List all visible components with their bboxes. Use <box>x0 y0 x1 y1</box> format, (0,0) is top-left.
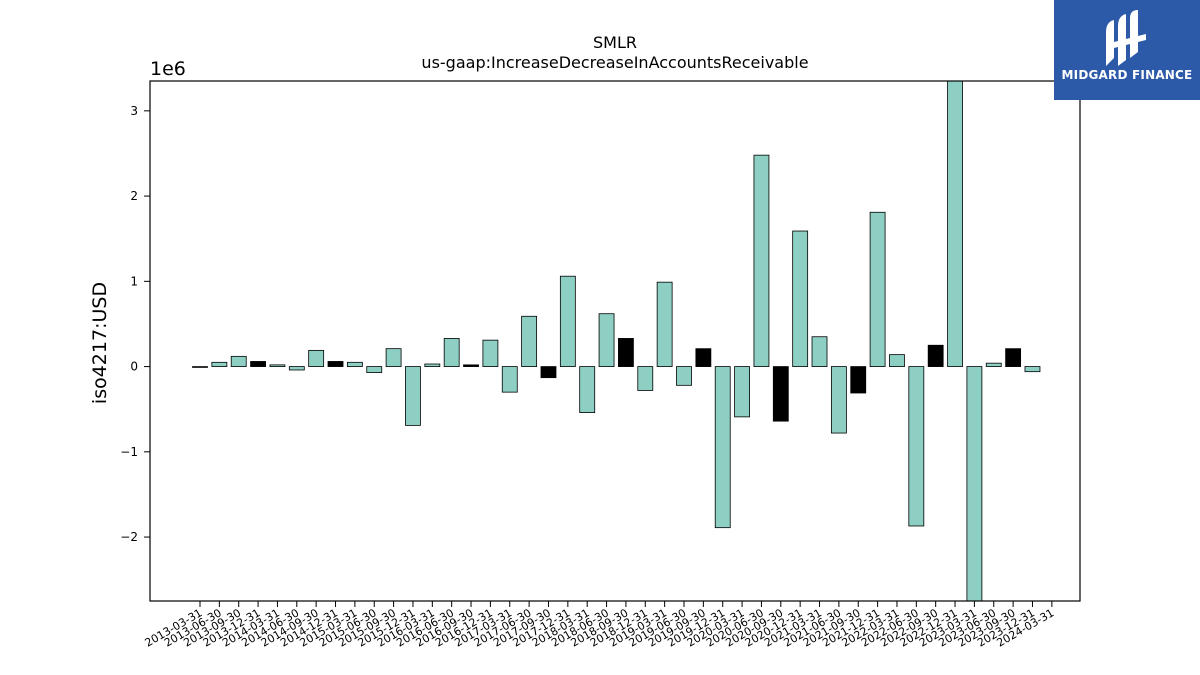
bar-2014-12-31 <box>327 361 344 367</box>
bar-2020-06-30 <box>753 154 770 367</box>
bar-2016-12-31 <box>482 339 499 367</box>
bar-2017-12-31 <box>559 275 576 367</box>
bar-2014-03-31 <box>269 364 286 367</box>
bar-2019-09-30 <box>695 348 712 367</box>
bar-2018-03-31 <box>579 366 596 414</box>
bar-2020-12-31 <box>792 230 809 367</box>
midgard-logo-text: MIDGARD FINANCE <box>1061 68 1193 82</box>
chart-title: SMLR <box>593 33 637 52</box>
y-axis-label: iso4217:USD <box>89 282 111 404</box>
y-tick-label: 2 <box>130 189 138 203</box>
bar-2022-03-31 <box>889 354 905 367</box>
bar-2013-12-31 <box>250 361 266 367</box>
bar-2014-09-30 <box>308 349 325 367</box>
bar-2023-03-31 <box>966 366 983 602</box>
plot-area-frame <box>149 80 1081 602</box>
bar-2019-12-31 <box>714 366 731 529</box>
bar-2020-09-30 <box>772 366 789 422</box>
bar-2015-09-30 <box>385 348 402 367</box>
bar-2017-06-30 <box>521 315 538 367</box>
bar-2023-12-31 <box>1024 366 1041 373</box>
bar-2021-12-31 <box>869 211 886 367</box>
bar-2013-03-31 <box>192 366 208 368</box>
bar-2017-09-30 <box>540 366 557 379</box>
chart-subtitle: us-gaap:IncreaseDecreaseInAccountsReceiv… <box>421 53 808 72</box>
bar-2013-06-30 <box>211 361 228 367</box>
bar-2015-03-31 <box>346 361 363 367</box>
bar-2016-06-30 <box>443 338 460 367</box>
bars-layer <box>192 80 1041 602</box>
bar-2015-06-30 <box>366 366 383 373</box>
bar-2023-09-30 <box>1005 348 1022 367</box>
y-axis-ticks: −2 −1 0 1 2 3 <box>120 104 150 544</box>
bar-2018-06-30 <box>598 313 615 367</box>
midgard-logo-icon <box>1106 10 1146 66</box>
bar-2021-06-30 <box>830 366 847 434</box>
bar-2017-03-31 <box>501 366 518 393</box>
bar-2013-09-30 <box>230 355 247 367</box>
bar-2018-12-31 <box>637 366 654 391</box>
y-axis-multiplier: 1e6 <box>150 58 186 80</box>
bar-2022-12-31 <box>947 80 963 367</box>
bar-2022-06-30 <box>908 366 925 527</box>
bar-2019-06-30 <box>676 366 692 386</box>
y-tick-label: −1 <box>120 445 138 459</box>
y-tick-label: 0 <box>130 360 138 374</box>
bar-2022-09-30 <box>927 344 944 367</box>
y-tick-label: 1 <box>130 274 138 288</box>
bar-2015-12-31 <box>405 366 421 426</box>
bar-2021-09-30 <box>850 366 867 394</box>
midgard-logo-badge: MIDGARD FINANCE <box>1054 0 1200 100</box>
bar-2021-03-31 <box>811 336 828 367</box>
bar-2016-03-31 <box>424 363 441 367</box>
y-tick-label: −2 <box>120 530 138 544</box>
bar-2019-03-31 <box>656 281 673 367</box>
x-axis-ticks: 2013-03-312013-06-302013-09-302013-12-31… <box>143 601 1056 650</box>
bar-2018-09-30 <box>618 338 634 367</box>
bar-2014-06-30 <box>288 366 305 371</box>
y-tick-label: 3 <box>130 104 138 118</box>
bar-2020-03-31 <box>734 366 750 418</box>
bar-2023-06-30 <box>985 362 1002 367</box>
bar-2016-09-30 <box>463 364 479 367</box>
